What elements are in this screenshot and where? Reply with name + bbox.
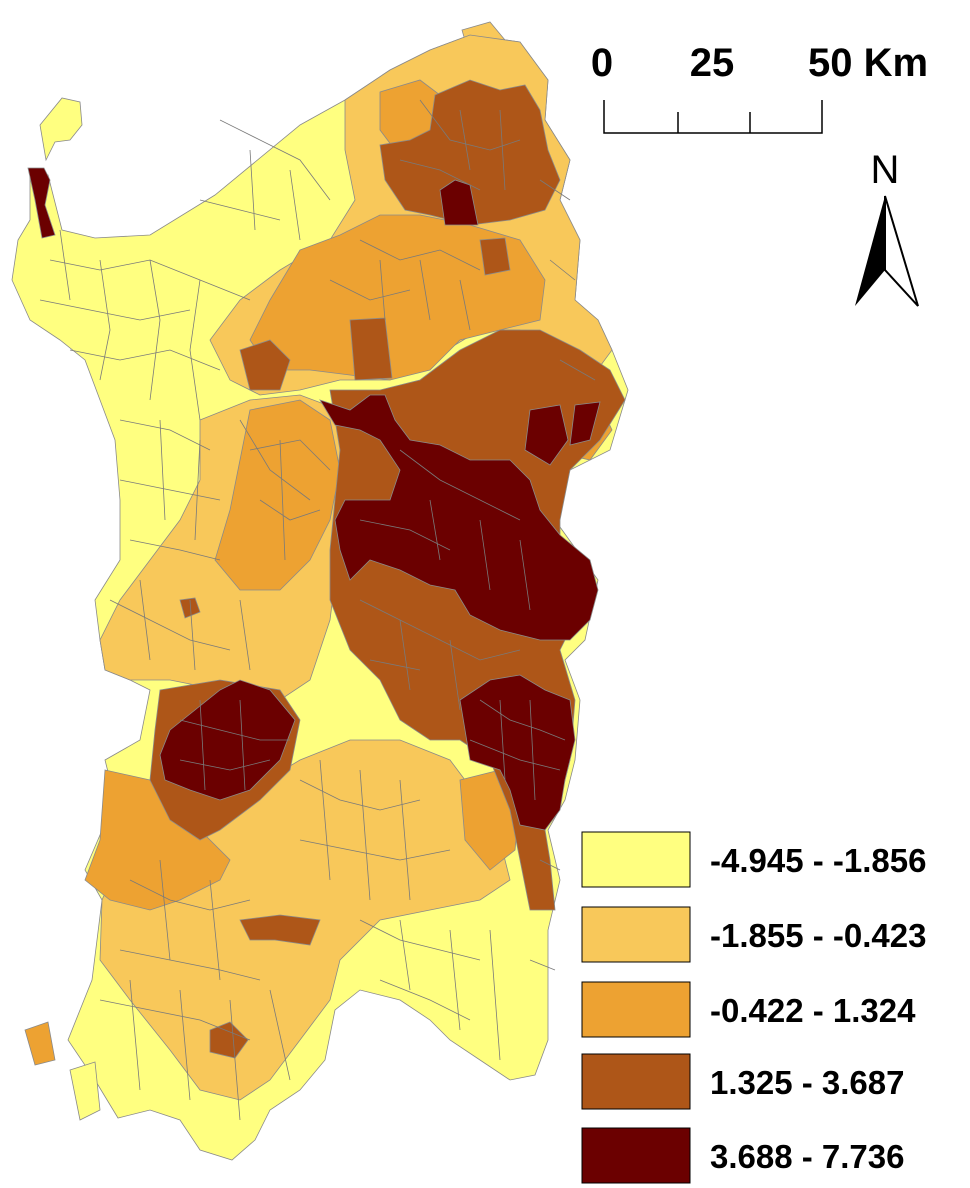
- boundary-line: [199, 119, 331, 241]
- legend-swatch: [581, 981, 691, 1038]
- legend-swatch: [581, 831, 691, 888]
- region-class5-northeast: [439, 179, 479, 226]
- region-class5-northwest: [27, 167, 56, 239]
- boundary-line: [359, 599, 521, 711]
- north-arrow-left: [855, 196, 885, 306]
- boundary-line: [299, 759, 451, 901]
- map-regions: [27, 34, 626, 1101]
- region-class4-small-b: [349, 317, 393, 381]
- region-class5-west: [159, 679, 296, 801]
- boundary-line: [359, 449, 531, 611]
- boundary-line: [359, 919, 501, 1061]
- boundary-line: [239, 419, 331, 561]
- boundary-line: [119, 419, 221, 561]
- region-class4-dot: [179, 597, 201, 619]
- north-arrow-icon: N: [855, 148, 919, 307]
- legend-swatch: [581, 1053, 691, 1110]
- island-southwest: [69, 1061, 101, 1121]
- boundary-line: [59, 229, 201, 421]
- region-class3-center: [214, 399, 341, 591]
- boundary-line: [529, 179, 596, 971]
- north-arrow-right: [884, 195, 919, 307]
- legend-label: -4.945 - -1.856: [710, 842, 926, 879]
- boundary-line: [329, 239, 481, 331]
- scale-label-0: 0: [591, 41, 613, 85]
- region-class4-south: [239, 914, 321, 946]
- scale-bar: 0 25 50 Km: [591, 41, 928, 134]
- scale-bar-line: [603, 100, 823, 134]
- scale-label-25: 25: [690, 41, 735, 85]
- region-class5-east-small2: [569, 401, 601, 446]
- region-class4-small-c: [479, 237, 511, 276]
- legend-label: -0.422 - 1.324: [710, 992, 916, 1029]
- boundary-line: [399, 99, 521, 191]
- legend-swatch: [581, 906, 691, 963]
- legend-label: 3.688 - 7.736: [710, 1138, 905, 1175]
- legend-label: -1.855 - -0.423: [710, 917, 926, 954]
- boundary-line: [179, 699, 290, 791]
- region-class4-small-a: [239, 339, 291, 391]
- north-letter: N: [871, 148, 900, 192]
- boundary-line: [99, 979, 291, 1121]
- scale-label-50: 50 Km: [808, 41, 928, 85]
- island-west-south: [24, 1021, 56, 1066]
- boundary-line: [469, 699, 566, 801]
- legend-label: 1.325 - 3.687: [710, 1064, 905, 1101]
- municipality-boundaries: [39, 99, 596, 1121]
- region-class4-northeast: [379, 79, 561, 226]
- region-class4-southmost: [209, 1021, 249, 1059]
- region-class5-central: [319, 394, 599, 641]
- region-class5-east-small: [524, 404, 569, 466]
- boundary-line: [109, 579, 251, 671]
- legend: -4.945 - -1.856 -1.855 - -0.423 -0.422 -…: [581, 831, 926, 1184]
- legend-swatch: [581, 1127, 691, 1184]
- region-class5-southeast: [459, 674, 576, 831]
- boundary-line: [119, 859, 261, 981]
- island-northwest: [39, 97, 83, 162]
